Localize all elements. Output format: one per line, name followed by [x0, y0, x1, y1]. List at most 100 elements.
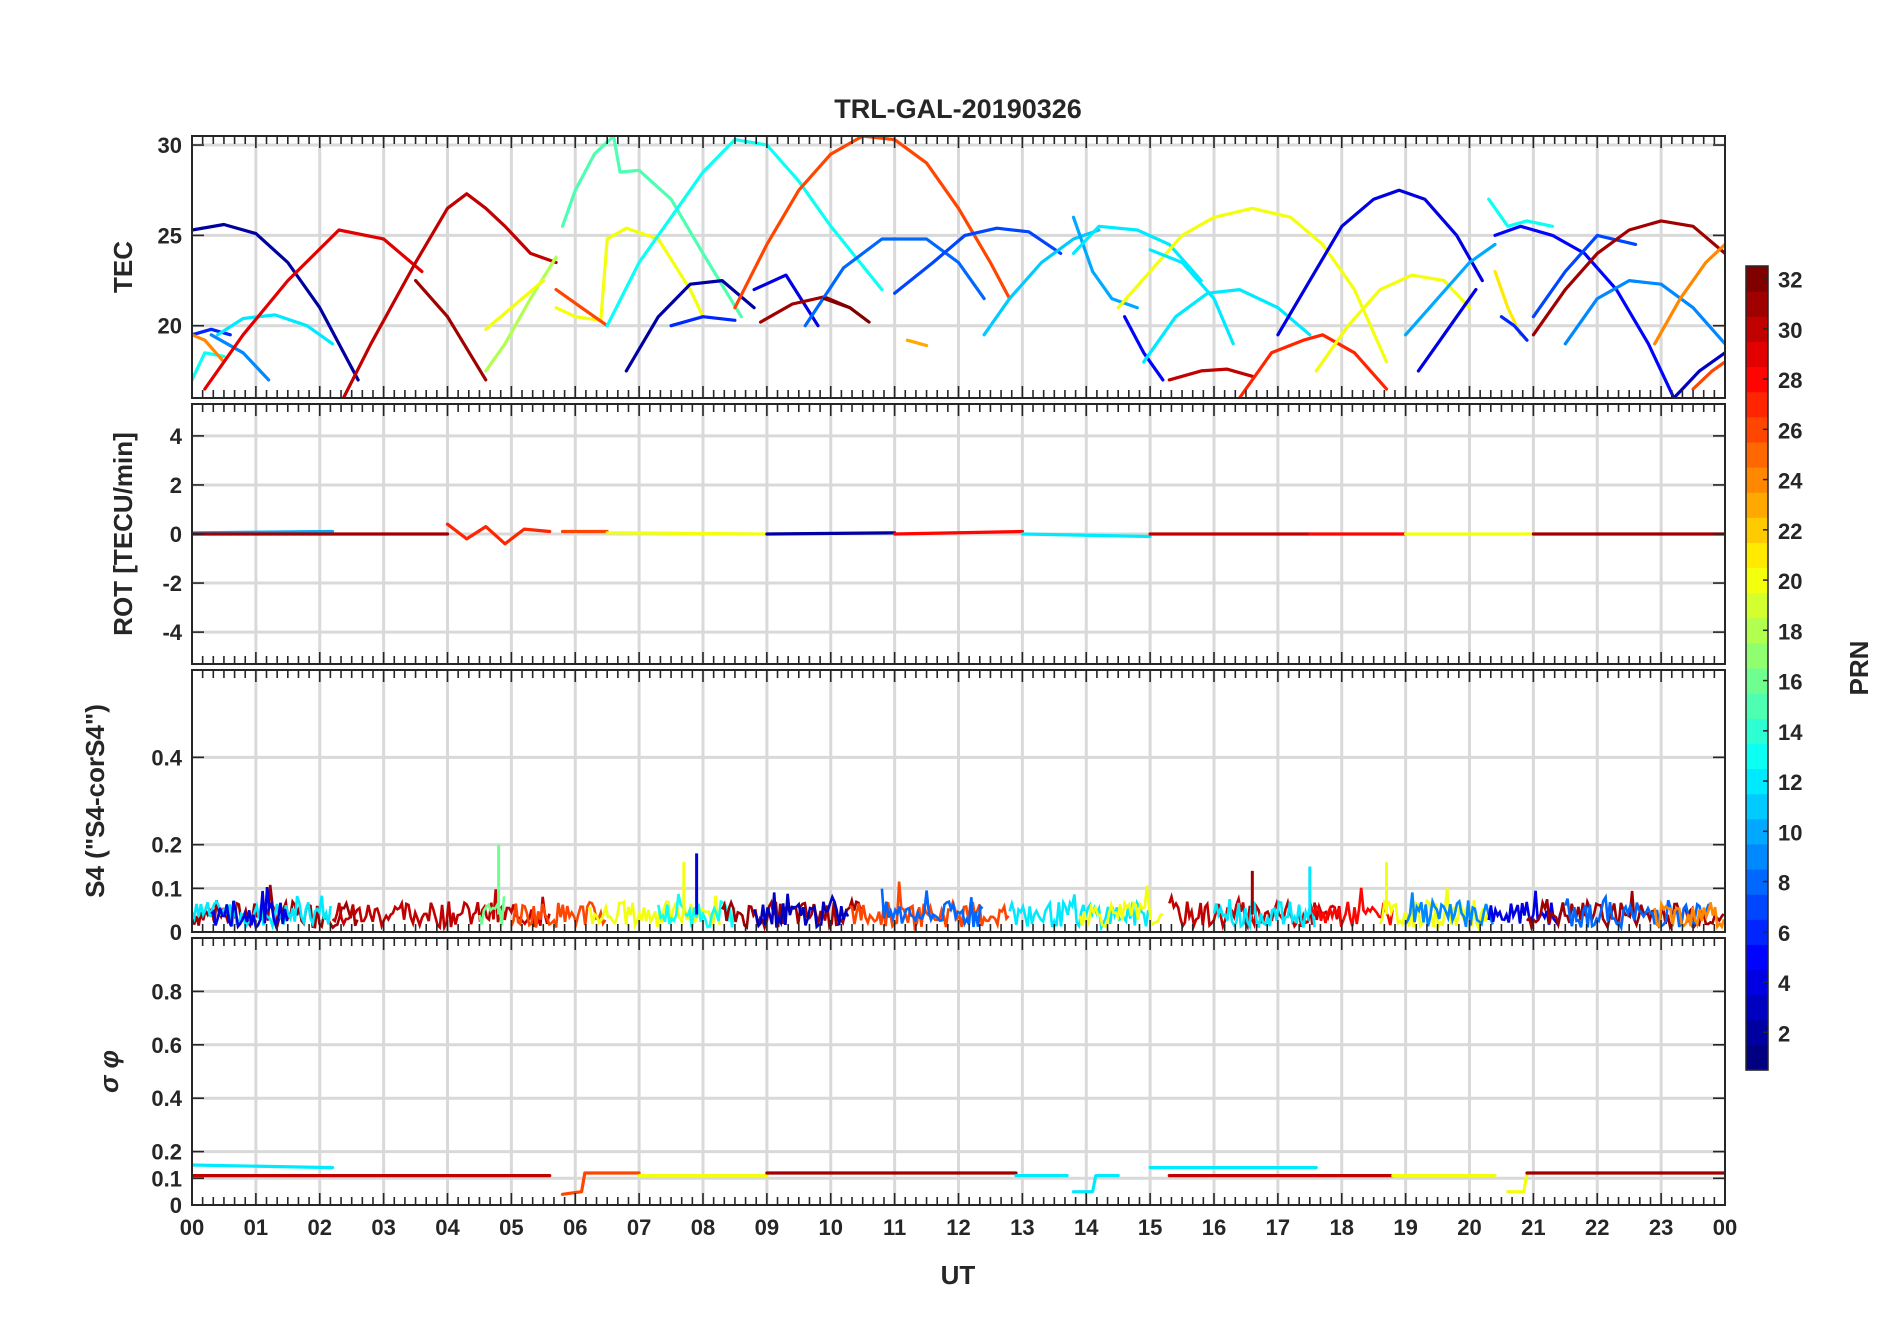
colorbar-swatch-prn-21 [1746, 542, 1768, 569]
y-axis-label: ROT [TECU/min] [108, 432, 138, 636]
series-line-prn-4 [1416, 288, 1478, 373]
colorbar-tick-label: 24 [1778, 469, 1803, 494]
series-line-prn-9 [209, 333, 271, 382]
colorbar-swatch-prn-23 [1746, 492, 1768, 518]
s4-trace-prn-8 [1564, 893, 1711, 932]
x-tick-label: 00 [1713, 1215, 1737, 1240]
series-line-prn-26 [560, 1171, 641, 1196]
x-tick-label: 19 [1393, 1215, 1417, 1240]
colorbar-tick-label: 28 [1778, 368, 1802, 393]
y-tick-label: -4 [162, 620, 182, 645]
y-tick-label: 0 [170, 522, 182, 547]
series-line-prn-12 [216, 313, 335, 346]
colorbar-swatch-prn-19 [1746, 592, 1768, 619]
x-tick-label: 03 [371, 1215, 395, 1240]
y-tick-label: 0.8 [151, 979, 182, 1004]
grid [192, 938, 1725, 1205]
y-axis-label: TEC [108, 241, 138, 293]
series-line-prn-7 [892, 226, 1063, 295]
s4-trace-prn-3 [752, 892, 850, 930]
series-line-prn-20 [1506, 1171, 1529, 1194]
colorbar-tick-label: 20 [1778, 569, 1802, 594]
y-axis-label: S4 ("S4-corS4") [80, 704, 110, 898]
s4-trace-prn-31 [1525, 890, 1725, 932]
s4-trace-prn-13 [657, 893, 736, 929]
x-tick-label: 01 [244, 1215, 268, 1240]
y-tick-label: 25 [158, 223, 182, 248]
series-group [192, 1163, 1725, 1196]
x-tick-label: 14 [1074, 1215, 1099, 1240]
y-axis-label: σ φ [94, 1050, 124, 1093]
panel-sigma_phi: 00.10.2 0.4 0.6 0.8 σ φ [94, 937, 1726, 1218]
y-tick-label: 0.2 [151, 833, 182, 858]
series-line-prn-2 [192, 222, 360, 382]
colorbar-swatch-prn-28 [1746, 366, 1768, 393]
x-axis-label: UT [941, 1260, 976, 1290]
colorbar-swatch-prn-4 [1746, 969, 1768, 996]
series-line-prn-26 [554, 288, 609, 328]
series-line-prn-4 [752, 273, 820, 328]
series-line-prn-6 [192, 327, 232, 337]
series-line-prn-26 [733, 136, 1012, 310]
x-tick-label: 13 [1010, 1215, 1034, 1240]
y-tick-label: 30 [158, 133, 182, 158]
colorbar-swatch-prn-14 [1746, 718, 1768, 744]
panel-tec: 20 25 30 TEC [108, 133, 1726, 399]
colorbar-swatch-prn-25 [1746, 441, 1768, 468]
x-tick-label: 11 [883, 1215, 906, 1240]
series-line-prn-5 [1122, 315, 1165, 382]
x-tick-label: 18 [1330, 1215, 1354, 1240]
x-tick-label: 15 [1138, 1215, 1162, 1240]
colorbar-swatch-prn-20 [1746, 567, 1768, 594]
s4-trace-prn-30 [331, 889, 551, 932]
series-line-prn-8 [803, 237, 986, 328]
x-tick-label: 08 [691, 1215, 715, 1240]
colorbar-tick-label: 8 [1778, 871, 1790, 896]
series-line-prn-6 [669, 315, 737, 328]
series-line-prn-27 [1237, 333, 1389, 398]
series-line-prn-6 [1499, 315, 1529, 342]
tick-marks [191, 938, 1726, 1206]
colorbar-swatch-prn-11 [1746, 793, 1768, 820]
y-tick-label: 0.2 [151, 1140, 182, 1165]
x-tick-label: 12 [946, 1215, 970, 1240]
series-line-prn-12 [1020, 532, 1152, 539]
colorbar-tick-label: 30 [1778, 318, 1802, 343]
series-line-prn-24 [192, 333, 226, 364]
x-tick-label: 00 [180, 1215, 204, 1240]
colorbar-tick-label: 18 [1778, 619, 1802, 644]
colorbar-swatch-prn-18 [1746, 617, 1768, 644]
x-tick-label: 05 [499, 1215, 523, 1240]
grid [192, 136, 1725, 398]
colorbar-label: PRN [1844, 641, 1874, 696]
colorbar-swatch-prn-16 [1746, 668, 1768, 694]
colorbar-swatch-prn-27 [1746, 391, 1768, 418]
colorbar-swatch-prn-9 [1746, 843, 1768, 870]
series-line-prn-2 [624, 279, 756, 373]
colorbar-swatch-prn-17 [1746, 642, 1768, 669]
series-line-prn-26 [1691, 360, 1725, 391]
x-tick-label: 07 [627, 1215, 651, 1240]
colorbar-tick-label: 12 [1778, 770, 1802, 795]
colorbar-tick-label: 26 [1778, 418, 1802, 443]
colorbar-swatch-prn-30 [1746, 316, 1768, 342]
x-tick-label: 09 [755, 1215, 779, 1240]
x-tick-label: 23 [1649, 1215, 1673, 1240]
y-tick-label: 2 [170, 473, 182, 498]
colorbar-swatch-prn-15 [1746, 693, 1768, 719]
colorbar-swatch-prn-2 [1746, 1019, 1768, 1046]
x-tick-label: 10 [819, 1215, 843, 1240]
colorbar-swatch-prn-13 [1746, 743, 1768, 770]
s4-trace-prn-12 [1008, 894, 1150, 932]
series-line-prn-12 [1142, 288, 1312, 364]
colorbar-swatch-prn-22 [1746, 517, 1768, 543]
colorbar-swatch-prn-26 [1746, 416, 1768, 443]
grid [192, 670, 1725, 932]
s4-trace-prn-24 [1653, 899, 1725, 931]
colorbar-swatch-prn-32 [1746, 266, 1768, 292]
colorbar-swatch-prn-1 [1746, 1044, 1768, 1071]
colorbar-tick-label: 16 [1778, 670, 1802, 695]
series-line-prn-23 [905, 338, 929, 348]
colorbar-frame [1745, 265, 1769, 1071]
